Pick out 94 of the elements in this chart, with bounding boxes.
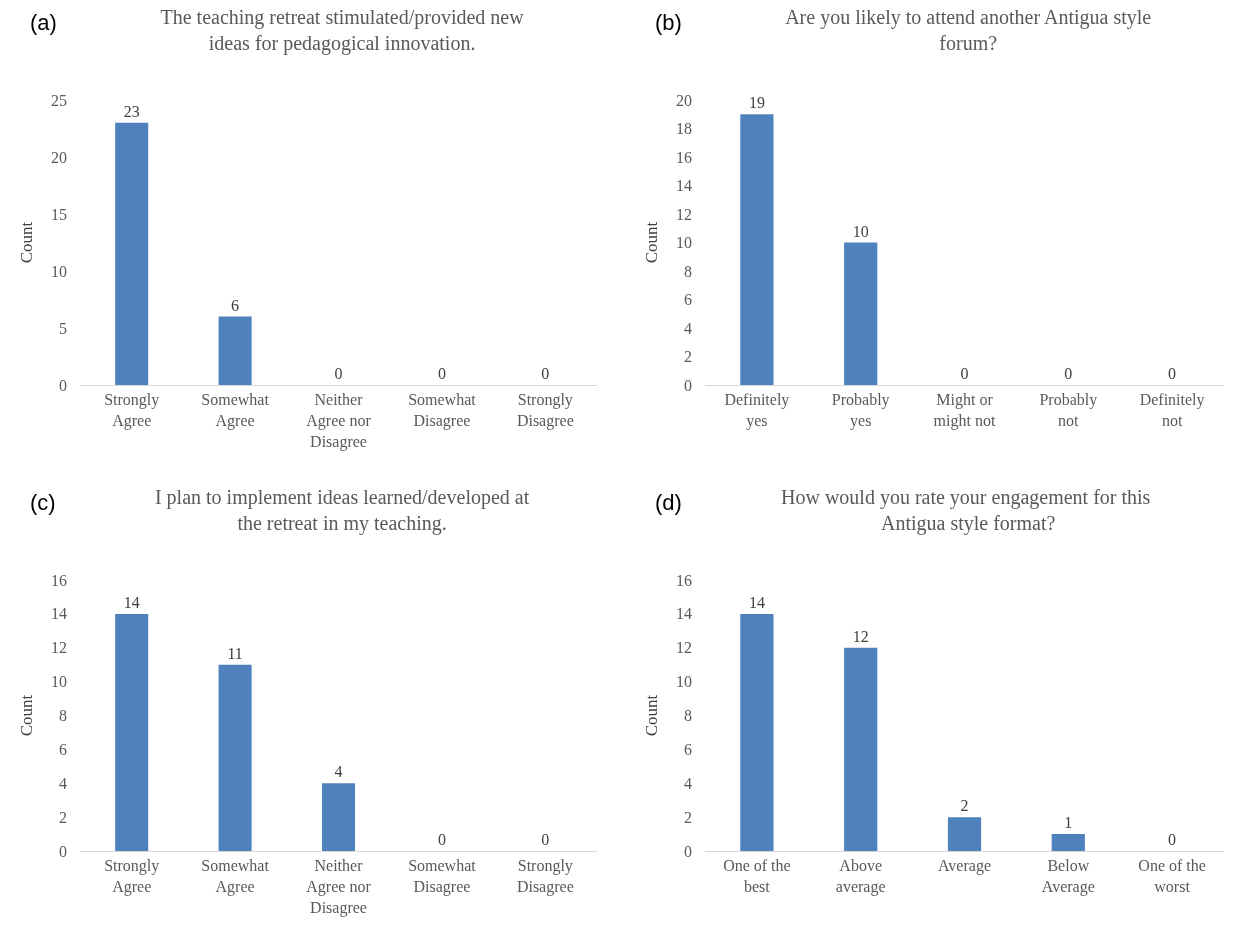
y-tick-label: 6 (684, 740, 692, 758)
bar (1051, 834, 1085, 851)
text: (b) (655, 10, 682, 35)
bar (947, 817, 982, 851)
data-label: 0 (1064, 365, 1073, 382)
data-label: 0 (1168, 831, 1177, 848)
x-tick-label: Below Average (1041, 857, 1095, 896)
data-label: 0 (1168, 365, 1177, 382)
y-tick-label: 6 (684, 291, 692, 309)
data-label: 12 (852, 627, 869, 645)
bar (218, 664, 252, 851)
data-label: 0 (960, 365, 969, 382)
x-tick-label: One of the best (723, 857, 791, 895)
y-tick-label: 25 (51, 91, 67, 109)
chart-title: How would you rate your engagement for this Antigua style format? (781, 486, 1156, 535)
y-tick-label: 18 (676, 120, 692, 138)
y-tick-label: 20 (51, 148, 67, 166)
x-tick-label: Somewhat Disagree (408, 857, 477, 896)
text: (d) (655, 490, 682, 515)
bar (740, 613, 774, 851)
y-tick-label: 2 (684, 808, 692, 826)
y-tick-label: 10 (51, 673, 67, 691)
x-tick-label: Neither Agree nor Disagree (306, 391, 372, 451)
x-tick-label: Strongly Agree (104, 391, 160, 430)
chart-title: I plan to implement ideas learned/developed at the retreat in my teaching. (154, 486, 530, 535)
x-tick-label: Probably not (1039, 391, 1098, 429)
y-tick-label: 4 (684, 319, 692, 337)
x-tick-label: Strongly Agree (104, 857, 160, 896)
x-tick-label: Average (938, 857, 991, 876)
data-label: 2 (960, 797, 969, 815)
y-tick-label: 5 (59, 319, 67, 337)
y-tick-label: 20 (676, 91, 692, 109)
data-label: 14 (123, 593, 140, 611)
y-tick-label: 16 (676, 571, 692, 589)
y-tick-label: 2 (684, 348, 692, 366)
data-label: 4 (334, 763, 343, 781)
x-tick-label: Definitely yes (724, 391, 790, 430)
x-tick-label: Above average (835, 857, 886, 896)
data-label: 10 (852, 222, 869, 240)
y-tick-label: 0 (59, 376, 67, 394)
text: (c) (30, 490, 56, 515)
data-label: 1 (1064, 814, 1073, 832)
y-tick-label: 10 (676, 673, 692, 691)
x-tick-label: Somewhat Agree (201, 857, 270, 896)
y-tick-label: 10 (676, 234, 692, 252)
y-tick-label: 14 (51, 605, 67, 623)
x-tick-label: Somewhat Agree (201, 391, 270, 430)
y-axis-title: Count (16, 694, 36, 737)
y-axis-title: Count (16, 221, 36, 264)
x-tick-label: Somewhat Disagree (408, 391, 477, 430)
data-label: 0 (541, 365, 550, 382)
data-label: 0 (541, 831, 550, 848)
y-tick-label: 0 (684, 842, 692, 860)
y-tick-label: 2 (59, 808, 67, 826)
y-tick-label: 12 (676, 639, 692, 657)
y-tick-label: 8 (684, 707, 692, 725)
y-tick-label: 8 (59, 707, 67, 725)
bar (321, 783, 356, 851)
x-tick-label: Probably yes (831, 391, 890, 430)
y-tick-label: 12 (51, 639, 67, 657)
y-tick-label: 8 (684, 262, 692, 280)
y-tick-label: 12 (676, 205, 692, 223)
bar (115, 613, 149, 851)
bar (844, 647, 878, 851)
data-label: 19 (748, 94, 765, 112)
y-axis-title: Count (641, 694, 661, 737)
y-tick-label: 0 (59, 842, 67, 860)
y-tick-label: 15 (51, 205, 67, 223)
y-tick-label: 10 (51, 262, 67, 280)
x-tick-label: Strongly Disagree (516, 391, 574, 430)
x-tick-label: Neither Agree nor Disagree (306, 857, 372, 917)
y-tick-label: 4 (684, 774, 692, 792)
x-tick-label: Definitely not (1139, 391, 1205, 429)
data-label: 0 (437, 365, 446, 382)
y-tick-label: 0 (684, 376, 692, 394)
data-label: 23 (123, 102, 140, 120)
data-label: 11 (227, 644, 243, 662)
data-label: 6 (231, 296, 240, 314)
chart-title: The teaching retreat stimulated/provided new ideas for pedagogical innovation. (160, 6, 525, 55)
y-axis-title: Count (641, 221, 661, 264)
y-tick-label: 14 (676, 177, 692, 195)
y-tick-label: 6 (59, 740, 67, 758)
x-tick-label: One of the worst (1138, 857, 1206, 895)
y-tick-label: 16 (51, 571, 67, 589)
x-tick-label: Strongly Disagree (516, 857, 574, 896)
x-tick-label: Might or might not (933, 391, 996, 430)
chart-title: Are you likely to attend another Antigua style forum? (785, 6, 1152, 54)
y-tick-label: 16 (676, 148, 692, 166)
data-label: 14 (748, 593, 765, 611)
data-label: 0 (334, 365, 343, 382)
y-tick-label: 4 (59, 774, 67, 792)
data-label: 0 (437, 831, 446, 848)
y-tick-label: 14 (676, 605, 692, 623)
text: (a) (30, 10, 57, 35)
